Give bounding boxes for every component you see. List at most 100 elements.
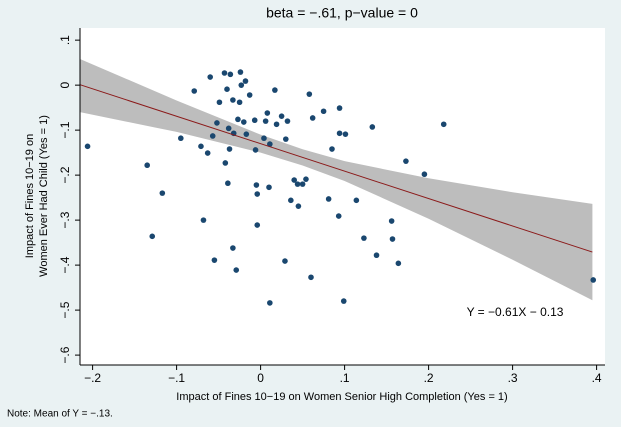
- point: [235, 116, 241, 123]
- point: [236, 99, 243, 106]
- point: [233, 267, 240, 273]
- point: [159, 190, 166, 196]
- point: [369, 124, 376, 130]
- y-axis-title: Impact of Fines 10−19 on: [24, 134, 36, 258]
- y-tick-label: 0: [58, 81, 72, 88]
- point: [306, 91, 313, 97]
- point: [278, 113, 285, 119]
- point: [144, 162, 150, 169]
- y-tick-label: −.4: [58, 256, 72, 273]
- point: [284, 118, 291, 124]
- point: [198, 143, 204, 150]
- confidence-band: [80, 59, 593, 301]
- point: [288, 197, 294, 204]
- point: [209, 133, 216, 139]
- point: [238, 82, 245, 88]
- point: [590, 277, 597, 283]
- x-tick-label: −.2: [84, 371, 101, 385]
- point: [211, 257, 218, 263]
- y-tick-label: −.1: [58, 121, 72, 138]
- point: [282, 258, 288, 264]
- annotation: Y = −0.61X − 0.13: [467, 305, 564, 319]
- point: [252, 147, 259, 153]
- point: [266, 184, 272, 191]
- point: [320, 108, 327, 115]
- point: [222, 160, 229, 166]
- point: [207, 74, 213, 80]
- point: [243, 131, 250, 137]
- point: [251, 117, 258, 124]
- fit-line: [79, 84, 593, 253]
- point: [178, 135, 184, 142]
- point: [299, 181, 306, 187]
- point: [303, 176, 309, 182]
- point: [230, 245, 236, 251]
- point: [214, 120, 220, 126]
- point: [261, 135, 267, 142]
- point: [253, 182, 260, 188]
- point: [361, 235, 367, 241]
- point: [221, 70, 228, 76]
- note: Note: Mean of Y = −.13.: [7, 409, 113, 420]
- point: [329, 146, 335, 152]
- point: [373, 252, 380, 259]
- point: [403, 158, 409, 164]
- point: [267, 141, 273, 147]
- point: [353, 197, 360, 204]
- point: [149, 233, 156, 240]
- point: [273, 121, 280, 128]
- point: [309, 115, 316, 121]
- point: [242, 78, 249, 84]
- point: [267, 300, 273, 306]
- point: [440, 121, 447, 128]
- x-tick-label: 0: [257, 371, 264, 385]
- point: [227, 71, 234, 78]
- point: [283, 136, 289, 142]
- point: [204, 150, 211, 156]
- point: [389, 236, 396, 242]
- point: [226, 146, 233, 152]
- y-tick-label: −.3: [58, 211, 72, 228]
- point: [421, 171, 428, 178]
- point: [325, 196, 332, 202]
- point: [225, 125, 232, 132]
- point: [264, 110, 271, 116]
- point: [230, 97, 236, 103]
- point: [225, 180, 231, 187]
- x-tick-label: .1: [340, 371, 350, 385]
- x-tick-label: −.1: [168, 371, 185, 385]
- x-tick-label: .3: [508, 371, 518, 385]
- y-axis-title: Women Ever Had Child (Yes = 1): [38, 115, 50, 277]
- point: [216, 99, 223, 106]
- point: [336, 105, 343, 111]
- point: [200, 217, 207, 223]
- point: [224, 86, 230, 92]
- point: [308, 274, 314, 281]
- point: [246, 92, 253, 98]
- y-tick-label: −.5: [58, 301, 72, 318]
- x-tick-label: .4: [592, 371, 602, 385]
- x-tick-label: .2: [424, 371, 434, 385]
- point: [342, 131, 349, 137]
- point: [237, 69, 244, 75]
- point: [335, 213, 342, 219]
- point: [294, 181, 301, 187]
- point: [254, 191, 261, 197]
- point: [388, 218, 395, 224]
- point: [262, 118, 269, 124]
- chart-title: beta = −.61, p−value = 0: [266, 5, 418, 21]
- y-tick-label: .1: [58, 35, 72, 45]
- point: [241, 119, 247, 125]
- y-tick-label: −.2: [58, 166, 72, 183]
- point: [395, 260, 402, 267]
- point: [336, 130, 343, 137]
- point: [191, 88, 198, 94]
- point: [254, 222, 261, 228]
- point: [84, 143, 91, 150]
- y-tick-label: −.6: [58, 346, 72, 363]
- point: [291, 177, 298, 183]
- point: [340, 298, 347, 304]
- x-axis-title: Impact of Fines 10−19 on Women Senior Hi…: [176, 391, 507, 403]
